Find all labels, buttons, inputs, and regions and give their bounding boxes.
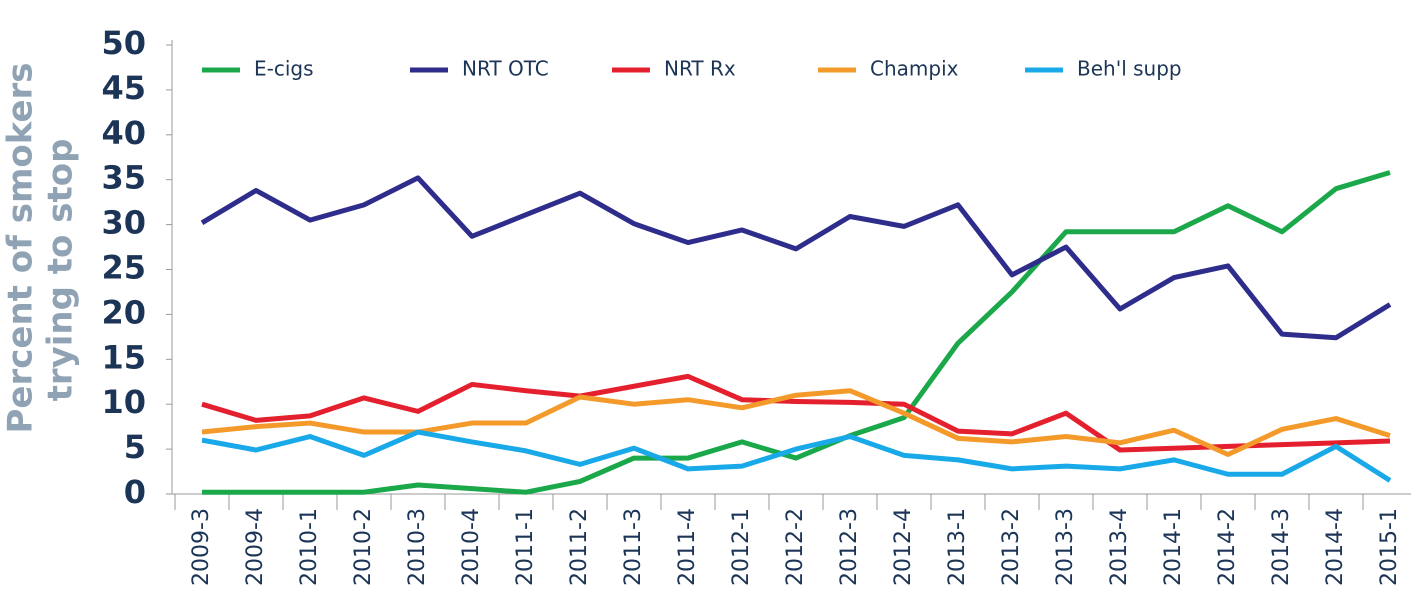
y-tick-label: 25 <box>101 249 146 287</box>
x-tick-label: 2010-1 <box>297 508 322 586</box>
y-tick-label: 10 <box>101 383 146 421</box>
y-tick-label: 15 <box>101 338 146 376</box>
x-tick-label: 2010-4 <box>459 508 484 586</box>
x-tick-label: 2011-2 <box>567 508 592 586</box>
legend-label: Champix <box>870 57 959 81</box>
legend-label: NRT OTC <box>462 57 549 81</box>
y-tick-label: 45 <box>101 69 146 107</box>
x-tick-label: 2012-3 <box>837 508 862 586</box>
x-tick-label: 2010-2 <box>351 508 376 586</box>
x-tick-label: 2012-4 <box>891 508 916 586</box>
x-tick-label: 2013-4 <box>1107 508 1132 586</box>
x-tick-label: 2014-2 <box>1215 508 1240 586</box>
y-tick-label: 40 <box>101 114 146 152</box>
y-axis-label: trying to stop <box>41 139 81 402</box>
x-tick-label: 2010-3 <box>405 508 430 586</box>
x-tick-label: 2014-3 <box>1269 508 1294 586</box>
x-tick-label: 2009-4 <box>243 508 268 586</box>
y-tick-label: 35 <box>101 159 146 197</box>
series-line <box>201 373 1391 453</box>
x-tick-label: 2012-1 <box>729 508 754 586</box>
y-axis-label: Percent of smokers <box>1 62 41 433</box>
x-tick-label: 2011-4 <box>675 508 700 586</box>
x-tick-label: 2014-4 <box>1323 508 1348 586</box>
series-line <box>201 388 1391 457</box>
legend-label: Beh'l supp <box>1077 57 1182 81</box>
x-tick-label: 2013-1 <box>945 508 970 586</box>
x-tick-label: 2011-1 <box>513 508 538 586</box>
x-tick-label: 2013-2 <box>999 508 1024 586</box>
y-tick-label: 5 <box>124 428 146 466</box>
x-tick-label: 2014-1 <box>1161 508 1186 586</box>
y-tick-label: 20 <box>101 293 146 331</box>
y-tick-label: 30 <box>101 204 146 242</box>
legend-label: NRT Rx <box>664 57 736 81</box>
x-tick-label: 2013-3 <box>1053 508 1078 586</box>
series-line <box>201 429 1392 483</box>
y-tick-label: 0 <box>124 473 146 511</box>
y-tick-label: 50 <box>101 24 146 62</box>
series-line <box>200 175 1392 341</box>
x-tick-label: 2012-2 <box>783 508 808 586</box>
x-tick-label: 2015-1 <box>1377 508 1402 586</box>
legend-label: E-cigs <box>254 57 314 81</box>
x-tick-label: 2011-3 <box>621 508 646 586</box>
series-line <box>202 170 1391 495</box>
x-tick-label: 2009-3 <box>189 508 214 586</box>
